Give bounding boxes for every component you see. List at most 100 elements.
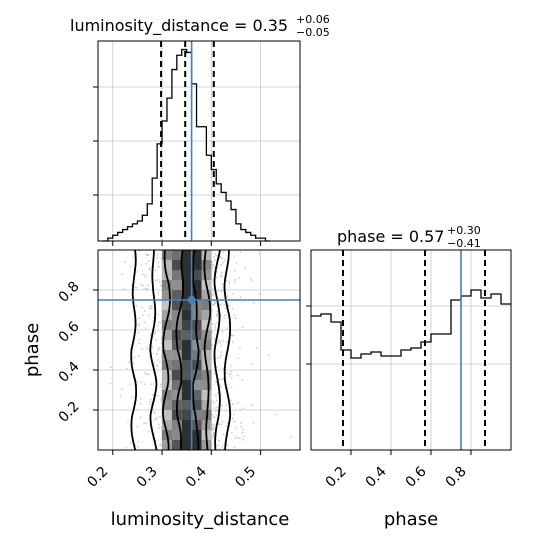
sample-point bbox=[239, 346, 241, 349]
sample-point bbox=[156, 325, 159, 328]
sample-point bbox=[145, 422, 147, 425]
panel-frame bbox=[310, 249, 512, 451]
x-tick-label-0: 0.2 bbox=[323, 464, 350, 491]
sample-point bbox=[242, 428, 245, 430]
sample-point bbox=[251, 363, 254, 365]
density-cell bbox=[191, 290, 202, 300]
density-cell bbox=[201, 340, 212, 350]
sample-point bbox=[229, 370, 232, 373]
sample-point bbox=[159, 416, 161, 418]
y-tick-marks: 0.2 0.4 0.6 0.8 bbox=[56, 279, 98, 426]
sample-point bbox=[129, 265, 132, 268]
grid bbox=[311, 250, 511, 450]
density-cell bbox=[171, 430, 182, 440]
sample-point bbox=[217, 290, 220, 292]
sample-point bbox=[141, 273, 144, 276]
title-value: 0.57 bbox=[409, 227, 445, 246]
sample-point bbox=[149, 267, 151, 270]
sample-point bbox=[160, 397, 163, 400]
quantile-lines bbox=[160, 41, 215, 241]
sample-point bbox=[220, 274, 223, 277]
sample-point bbox=[148, 305, 151, 308]
title-minus: −0.05 bbox=[296, 26, 330, 39]
sample-point bbox=[142, 314, 144, 317]
sample-point bbox=[138, 342, 141, 345]
sample-point bbox=[155, 339, 157, 341]
sample-point bbox=[139, 416, 142, 419]
sample-point bbox=[240, 425, 243, 428]
sample-point bbox=[220, 344, 223, 347]
sample-point bbox=[215, 314, 218, 317]
sample-point bbox=[157, 348, 160, 350]
density-cell bbox=[162, 380, 172, 390]
density-cell bbox=[181, 420, 192, 430]
sample-point bbox=[213, 423, 216, 426]
sample-point bbox=[211, 427, 214, 429]
sample-point bbox=[238, 277, 241, 279]
density-cell bbox=[201, 380, 212, 390]
sample-point bbox=[147, 373, 150, 376]
sample-point bbox=[220, 385, 222, 387]
sample-point bbox=[137, 322, 140, 325]
sample-point bbox=[149, 334, 152, 337]
sample-point bbox=[136, 270, 139, 273]
sample-point bbox=[234, 317, 237, 320]
density-cell bbox=[191, 380, 202, 390]
sample-point bbox=[137, 440, 140, 443]
sample-point bbox=[157, 313, 160, 316]
sample-point bbox=[137, 445, 139, 448]
density-cell bbox=[201, 250, 212, 260]
sample-point bbox=[212, 415, 215, 418]
title-param: phase bbox=[337, 227, 385, 246]
sample-point bbox=[157, 292, 159, 294]
sample-point bbox=[140, 264, 143, 266]
density-cell bbox=[171, 280, 182, 290]
sample-point bbox=[222, 378, 224, 381]
sample-point bbox=[158, 346, 161, 349]
sample-point bbox=[154, 269, 157, 272]
density-cell bbox=[162, 330, 172, 340]
sample-point bbox=[221, 303, 223, 305]
density-cell bbox=[171, 440, 182, 450]
sample-point bbox=[131, 396, 134, 398]
sample-point bbox=[222, 433, 225, 436]
density-cell bbox=[171, 270, 182, 280]
sample-point bbox=[219, 303, 222, 306]
joint-distribution-panel: 0.2 0.4 0.6 0.8 0.2 0.3 0.4 0.5 luminosity_dis… bbox=[22, 249, 301, 530]
sample-point bbox=[213, 266, 216, 269]
sample-point bbox=[231, 292, 234, 295]
sample-point bbox=[217, 342, 220, 344]
sample-point bbox=[241, 379, 244, 381]
marginal-phase-panel: 0.2 0.4 0.6 0.8 phase = 0.57 +0.30 −0.41 ph… bbox=[306, 224, 512, 530]
sample-point bbox=[212, 400, 215, 403]
contour-level-0-left bbox=[175, 250, 185, 450]
sample-point bbox=[158, 280, 161, 283]
sample-point bbox=[153, 362, 156, 365]
sample-point bbox=[216, 254, 219, 257]
density-cell bbox=[181, 400, 192, 410]
sample-point bbox=[139, 402, 142, 405]
sample-point bbox=[142, 285, 145, 287]
sample-point bbox=[234, 279, 237, 281]
density-cell bbox=[181, 280, 192, 290]
sample-point bbox=[214, 326, 217, 329]
density-cell bbox=[162, 350, 172, 360]
sample-point bbox=[226, 279, 228, 282]
sample-point bbox=[212, 432, 215, 434]
sample-point bbox=[150, 398, 152, 401]
sample-point bbox=[143, 422, 146, 425]
sample-point bbox=[140, 397, 142, 400]
sample-point bbox=[143, 274, 146, 277]
sample-point bbox=[258, 253, 261, 255]
density-cell bbox=[171, 260, 182, 270]
sample-point bbox=[223, 259, 226, 262]
sample-point bbox=[213, 416, 216, 419]
contour-level-2-left bbox=[149, 250, 158, 450]
sample-point bbox=[145, 253, 147, 256]
density-cell bbox=[171, 290, 182, 300]
title-plus: +0.06 bbox=[296, 13, 330, 26]
sample-point bbox=[148, 400, 151, 403]
sample-point bbox=[255, 346, 258, 349]
sample-point bbox=[138, 355, 140, 357]
